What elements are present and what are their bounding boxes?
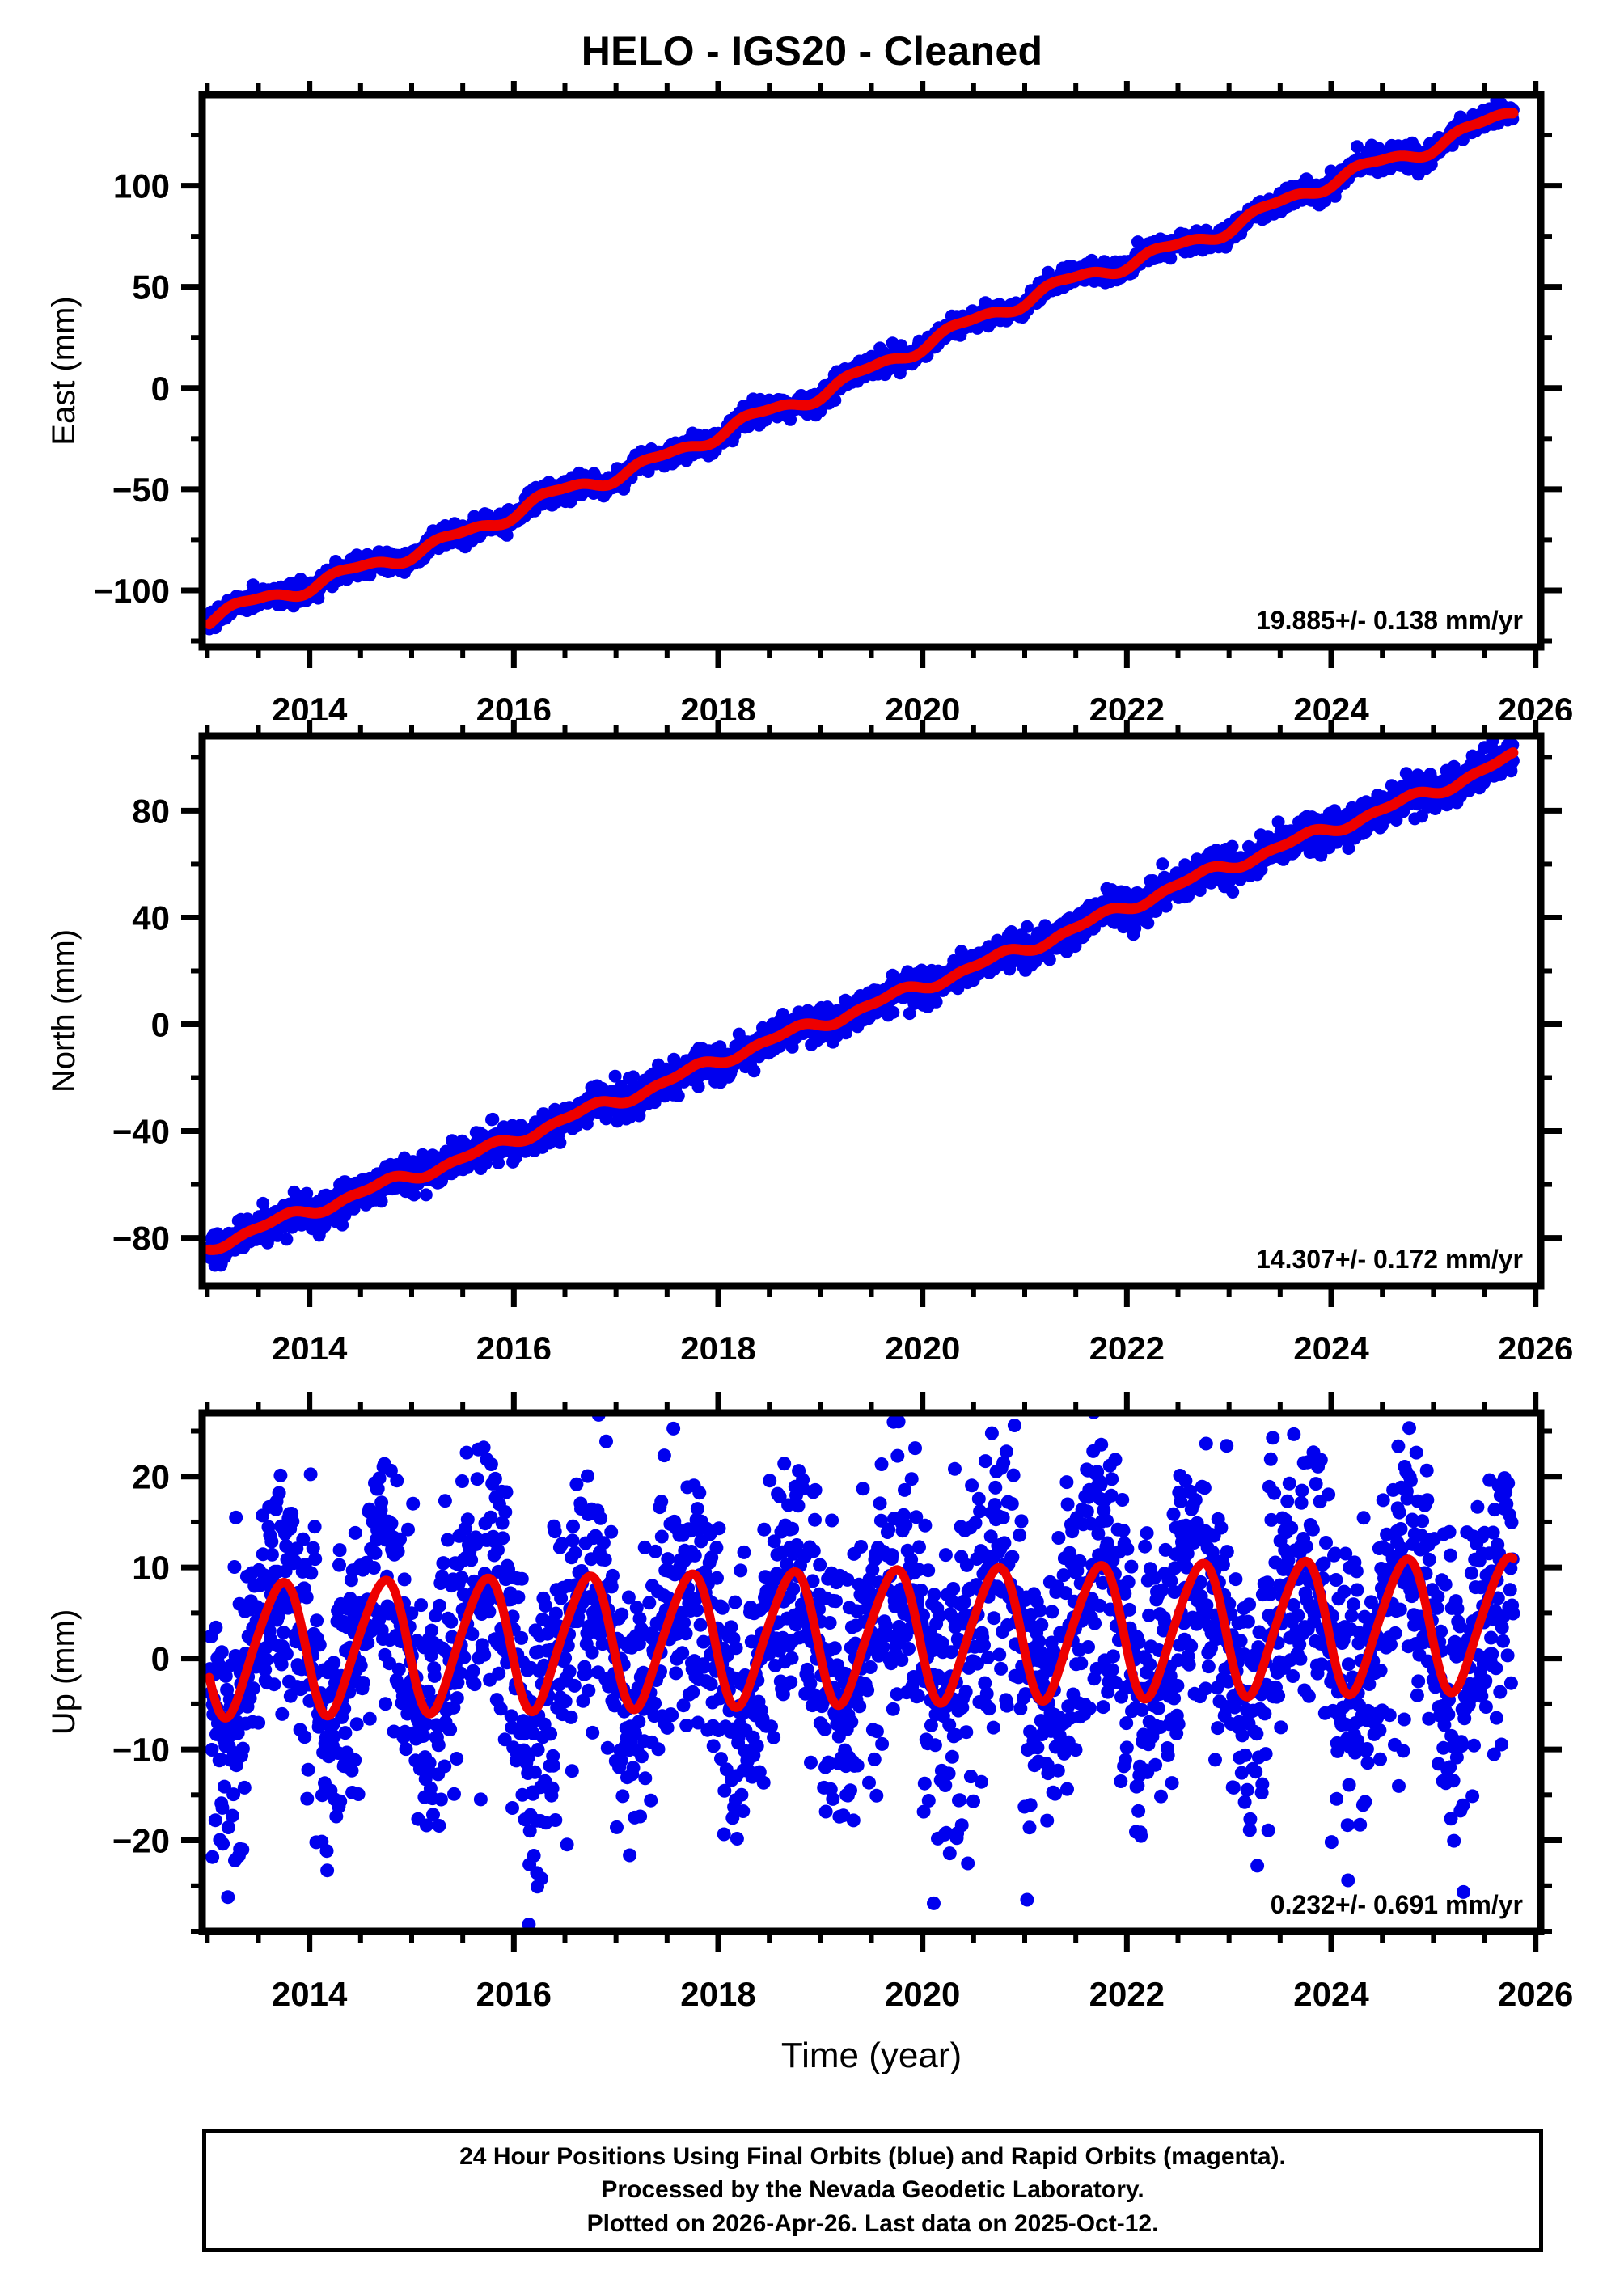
- y-tick-label: −40: [112, 1113, 170, 1151]
- y-tick-label: 100: [113, 167, 170, 205]
- x-tick-label: 2016: [476, 1330, 552, 1359]
- y-tick-label: 20: [132, 1458, 170, 1496]
- rate-annotation: 14.307+/- 0.172 mm/yr: [1256, 1245, 1523, 1274]
- y-tick-label: 40: [132, 899, 170, 937]
- x-tick-label: 2020: [885, 691, 960, 720]
- rate-annotation: 0.232+/- 0.691 mm/yr: [1271, 1890, 1523, 1919]
- y-tick-label: 0: [151, 1006, 170, 1044]
- footer-line-2: Processed by the Nevada Geodetic Laborat…: [601, 2176, 1144, 2204]
- x-tick-label: 2016: [476, 691, 552, 720]
- x-tick-label: 2018: [680, 1330, 755, 1359]
- panel-east: 100 50 0 −50 −100 2014 2016 2018 2020 2022 2024 202…: [0, 81, 1624, 720]
- x-tick-label: 2022: [1089, 691, 1165, 720]
- x-tick-label: 2026: [1498, 1975, 1573, 2013]
- y-tick-label: −100: [93, 572, 170, 610]
- x-tick-label: 2022: [1089, 1975, 1165, 2013]
- x-tick-label: 2014: [272, 691, 348, 720]
- x-tick-label: 2016: [476, 1975, 552, 2013]
- footer-line-3: Plotted on 2026-Apr-26. Last data on 202…: [586, 2210, 1159, 2237]
- x-tick-label: 2020: [885, 1330, 960, 1359]
- y-axis-title: Up (mm): [46, 1609, 82, 1736]
- x-tick-label: 2014: [272, 1975, 348, 2013]
- x-tick-label: 2018: [680, 1975, 755, 2013]
- y-tick-label: 80: [132, 792, 170, 830]
- y-tick-label: −50: [112, 471, 170, 509]
- panel-up: 20 10 0 −10 −20 2014 2016 2018 2020 2022 2024 2026 U…: [0, 1381, 1624, 2084]
- y-tick-label: −10: [112, 1731, 170, 1769]
- y-tick-label: 0: [151, 1640, 170, 1678]
- east-chart-svg: 100 50 0 −50 −100 2014 2016 2018 2020 2022 2024 202…: [46, 81, 1573, 720]
- x-tick-label: 2018: [680, 691, 755, 720]
- north-chart-svg: 80 40 0 −40 −80 2014 2016 2018 2020 2022 2024 2026 N…: [46, 720, 1573, 1359]
- y-axis-title: North (mm): [46, 929, 82, 1093]
- y-tick-label: 0: [151, 370, 170, 408]
- y-tick-label: −80: [112, 1220, 170, 1258]
- x-tick-label: 2024: [1293, 1975, 1369, 2013]
- x-tick-label: 2024: [1293, 691, 1369, 720]
- x-axis-title: Time (year): [781, 2036, 962, 2075]
- y-axis-title: East (mm): [46, 296, 82, 445]
- x-tick-label: 2022: [1089, 1330, 1165, 1359]
- page-title: HELO - IGS20 - Cleaned: [581, 28, 1043, 74]
- rate-annotation: 19.885+/- 0.138 mm/yr: [1256, 606, 1523, 635]
- footer-caption-box: 24 Hour Positions Using Final Orbits (bl…: [202, 2129, 1543, 2252]
- x-tick-label: 2020: [885, 1975, 960, 2013]
- x-tick-label: 2026: [1498, 1330, 1573, 1359]
- x-tick-label: 2024: [1293, 1330, 1369, 1359]
- panel-north: 80 40 0 −40 −80 2014 2016 2018 2020 2022 2024 2026 N…: [0, 720, 1624, 1359]
- y-tick-label: 50: [132, 269, 170, 307]
- footer-line-1: 24 Hour Positions Using Final Orbits (bl…: [459, 2142, 1286, 2170]
- up-chart-svg: 20 10 0 −10 −20 2014 2016 2018 2020 2022 2024 2026 U…: [46, 1392, 1573, 2075]
- y-tick-label: 10: [132, 1549, 170, 1587]
- x-tick-label: 2026: [1498, 691, 1573, 720]
- y-tick-label: −20: [112, 1822, 170, 1860]
- x-tick-label: 2014: [272, 1330, 348, 1359]
